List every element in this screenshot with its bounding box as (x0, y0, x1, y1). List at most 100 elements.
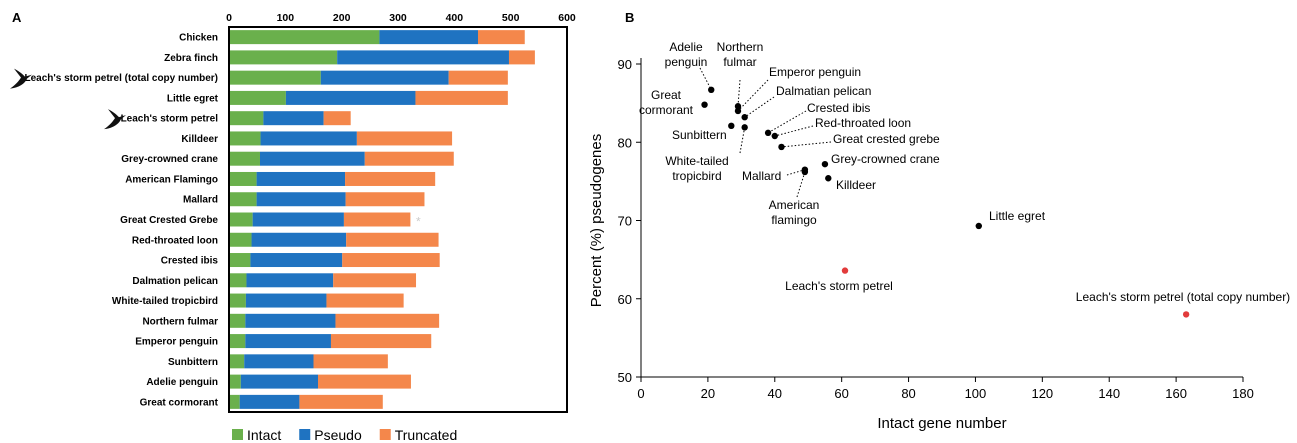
bar-segment-pseudo (252, 212, 344, 227)
bar-segment-intact (229, 374, 241, 389)
category-label: Sunbittern (168, 357, 218, 368)
bar-segment-intact (229, 313, 246, 328)
bar-segment-truncated (335, 313, 440, 328)
point-label: flamingo (771, 213, 817, 227)
bar-segment-intact (229, 273, 247, 288)
point-label: White-tailed (665, 154, 728, 168)
x-tick-label: 400 (446, 12, 464, 24)
data-point (825, 175, 832, 182)
bar-segment-pseudo (240, 374, 319, 389)
x-axis-title: Intact gene number (877, 415, 1006, 432)
category-label: Northern fulmar (142, 316, 218, 327)
point-label: Killdeer (836, 178, 876, 192)
data-point (741, 114, 748, 121)
x-tick-label: 40 (768, 386, 782, 401)
bar-segment-truncated (448, 70, 508, 85)
bar-segment-intact (229, 354, 245, 369)
legend-label-pseudo: Pseudo (314, 427, 362, 443)
x-tick-label: 600 (558, 12, 576, 24)
point-label: Mallard (742, 169, 781, 183)
bar-segment-truncated (415, 90, 508, 105)
category-label: White-tailed tropicbird (112, 296, 218, 307)
point-label: Dalmatian pelican (776, 84, 871, 98)
bar-segment-truncated (343, 212, 411, 227)
bar-segment-truncated (477, 30, 525, 45)
data-point (821, 160, 829, 168)
bar-segment-truncated (356, 131, 453, 146)
x-tick-label: 0 (637, 386, 644, 401)
legend-label-truncated: Truncated (395, 427, 458, 443)
bar-segment-intact (229, 30, 380, 45)
point-label: fulmar (723, 55, 756, 69)
category-label: Leach's storm petrel (121, 114, 219, 125)
storm-petrel-bird-icon (104, 109, 126, 130)
panel-a-bar-chart: A 0 100 200 300 400 500 600 Chicken Zebra finch Le… (10, 10, 576, 443)
category-label: American Flamingo (125, 174, 218, 185)
category-label: Grey-crowned crane (121, 154, 218, 165)
bar-segment-truncated (326, 293, 404, 308)
legend-swatch-truncated (379, 429, 391, 440)
bar-segment-intact (229, 212, 253, 227)
point-label: Great (651, 88, 682, 102)
category-label: Adelie penguin (146, 377, 218, 388)
significance-asterisk: * (416, 215, 421, 229)
data-point (1182, 311, 1190, 318)
category-label: Emperor penguin (135, 337, 218, 348)
bar-segment-truncated (333, 273, 417, 288)
point-label: American (769, 198, 820, 212)
leader-line (737, 79, 769, 112)
data-point (728, 122, 735, 130)
bar-segment-pseudo (320, 70, 449, 85)
bar-segment-intact (229, 131, 261, 146)
point-label: Red-throated loon (815, 116, 911, 130)
bar-segment-intact (229, 111, 264, 126)
x-tick-label: 0 (226, 12, 232, 24)
y-tick-label: 80 (618, 135, 632, 150)
point-label: Crested ibis (807, 101, 870, 115)
category-label: Chicken (179, 33, 218, 44)
y-tick-label: 60 (618, 292, 632, 307)
category-label: Zebra finch (164, 53, 218, 64)
leader-line (767, 110, 807, 134)
y-tick-label: 90 (618, 57, 632, 72)
data-point (778, 143, 785, 151)
bar-segment-intact (229, 90, 286, 105)
point-label: Adelie (669, 40, 703, 54)
category-label: Killdeer (181, 134, 218, 145)
x-tick-label: 500 (502, 12, 520, 24)
point-label: Leach's storm petrel (785, 279, 893, 293)
leader-line (699, 67, 712, 91)
bar-segment-truncated (508, 50, 535, 65)
bar-segment-truncated (323, 111, 351, 126)
bar-segment-pseudo (239, 394, 300, 409)
x-tick-label: 200 (333, 12, 351, 24)
bar-segment-intact (229, 232, 252, 247)
bar-segment-intact (229, 253, 251, 268)
bar-segment-pseudo (337, 50, 509, 65)
x-tick-label: 300 (389, 12, 407, 24)
bar-segment-truncated (330, 334, 432, 349)
point-label: Leach's storm petrel (total copy number) (1076, 290, 1290, 304)
y-axis-title: Percent (%) pseudogenes (588, 134, 605, 307)
point-label: Emperor penguin (769, 65, 861, 79)
point-label: Great crested grebe (833, 132, 940, 146)
category-label: Little egret (167, 93, 219, 104)
storm-petrel-bird-icon (10, 68, 32, 89)
point-label: Grey-crowned crane (831, 152, 940, 166)
category-label: Great Crested Grebe (120, 215, 218, 226)
plot-frame (228, 26, 568, 413)
category-label: Crested ibis (161, 256, 219, 267)
leader-line (737, 79, 741, 107)
bar-segment-pseudo (251, 232, 347, 247)
data-point (708, 86, 715, 94)
x-tick-label: 180 (1232, 386, 1254, 401)
bar-segment-intact (229, 334, 246, 349)
bar-segment-pseudo (256, 192, 346, 207)
category-label: Great cormorant (140, 397, 219, 408)
data-point (701, 101, 708, 108)
x-tick-label: 120 (1031, 386, 1053, 401)
point-label: penguin (665, 55, 708, 69)
bar-segment-intact (229, 192, 257, 207)
bar-segment-pseudo (250, 253, 343, 268)
